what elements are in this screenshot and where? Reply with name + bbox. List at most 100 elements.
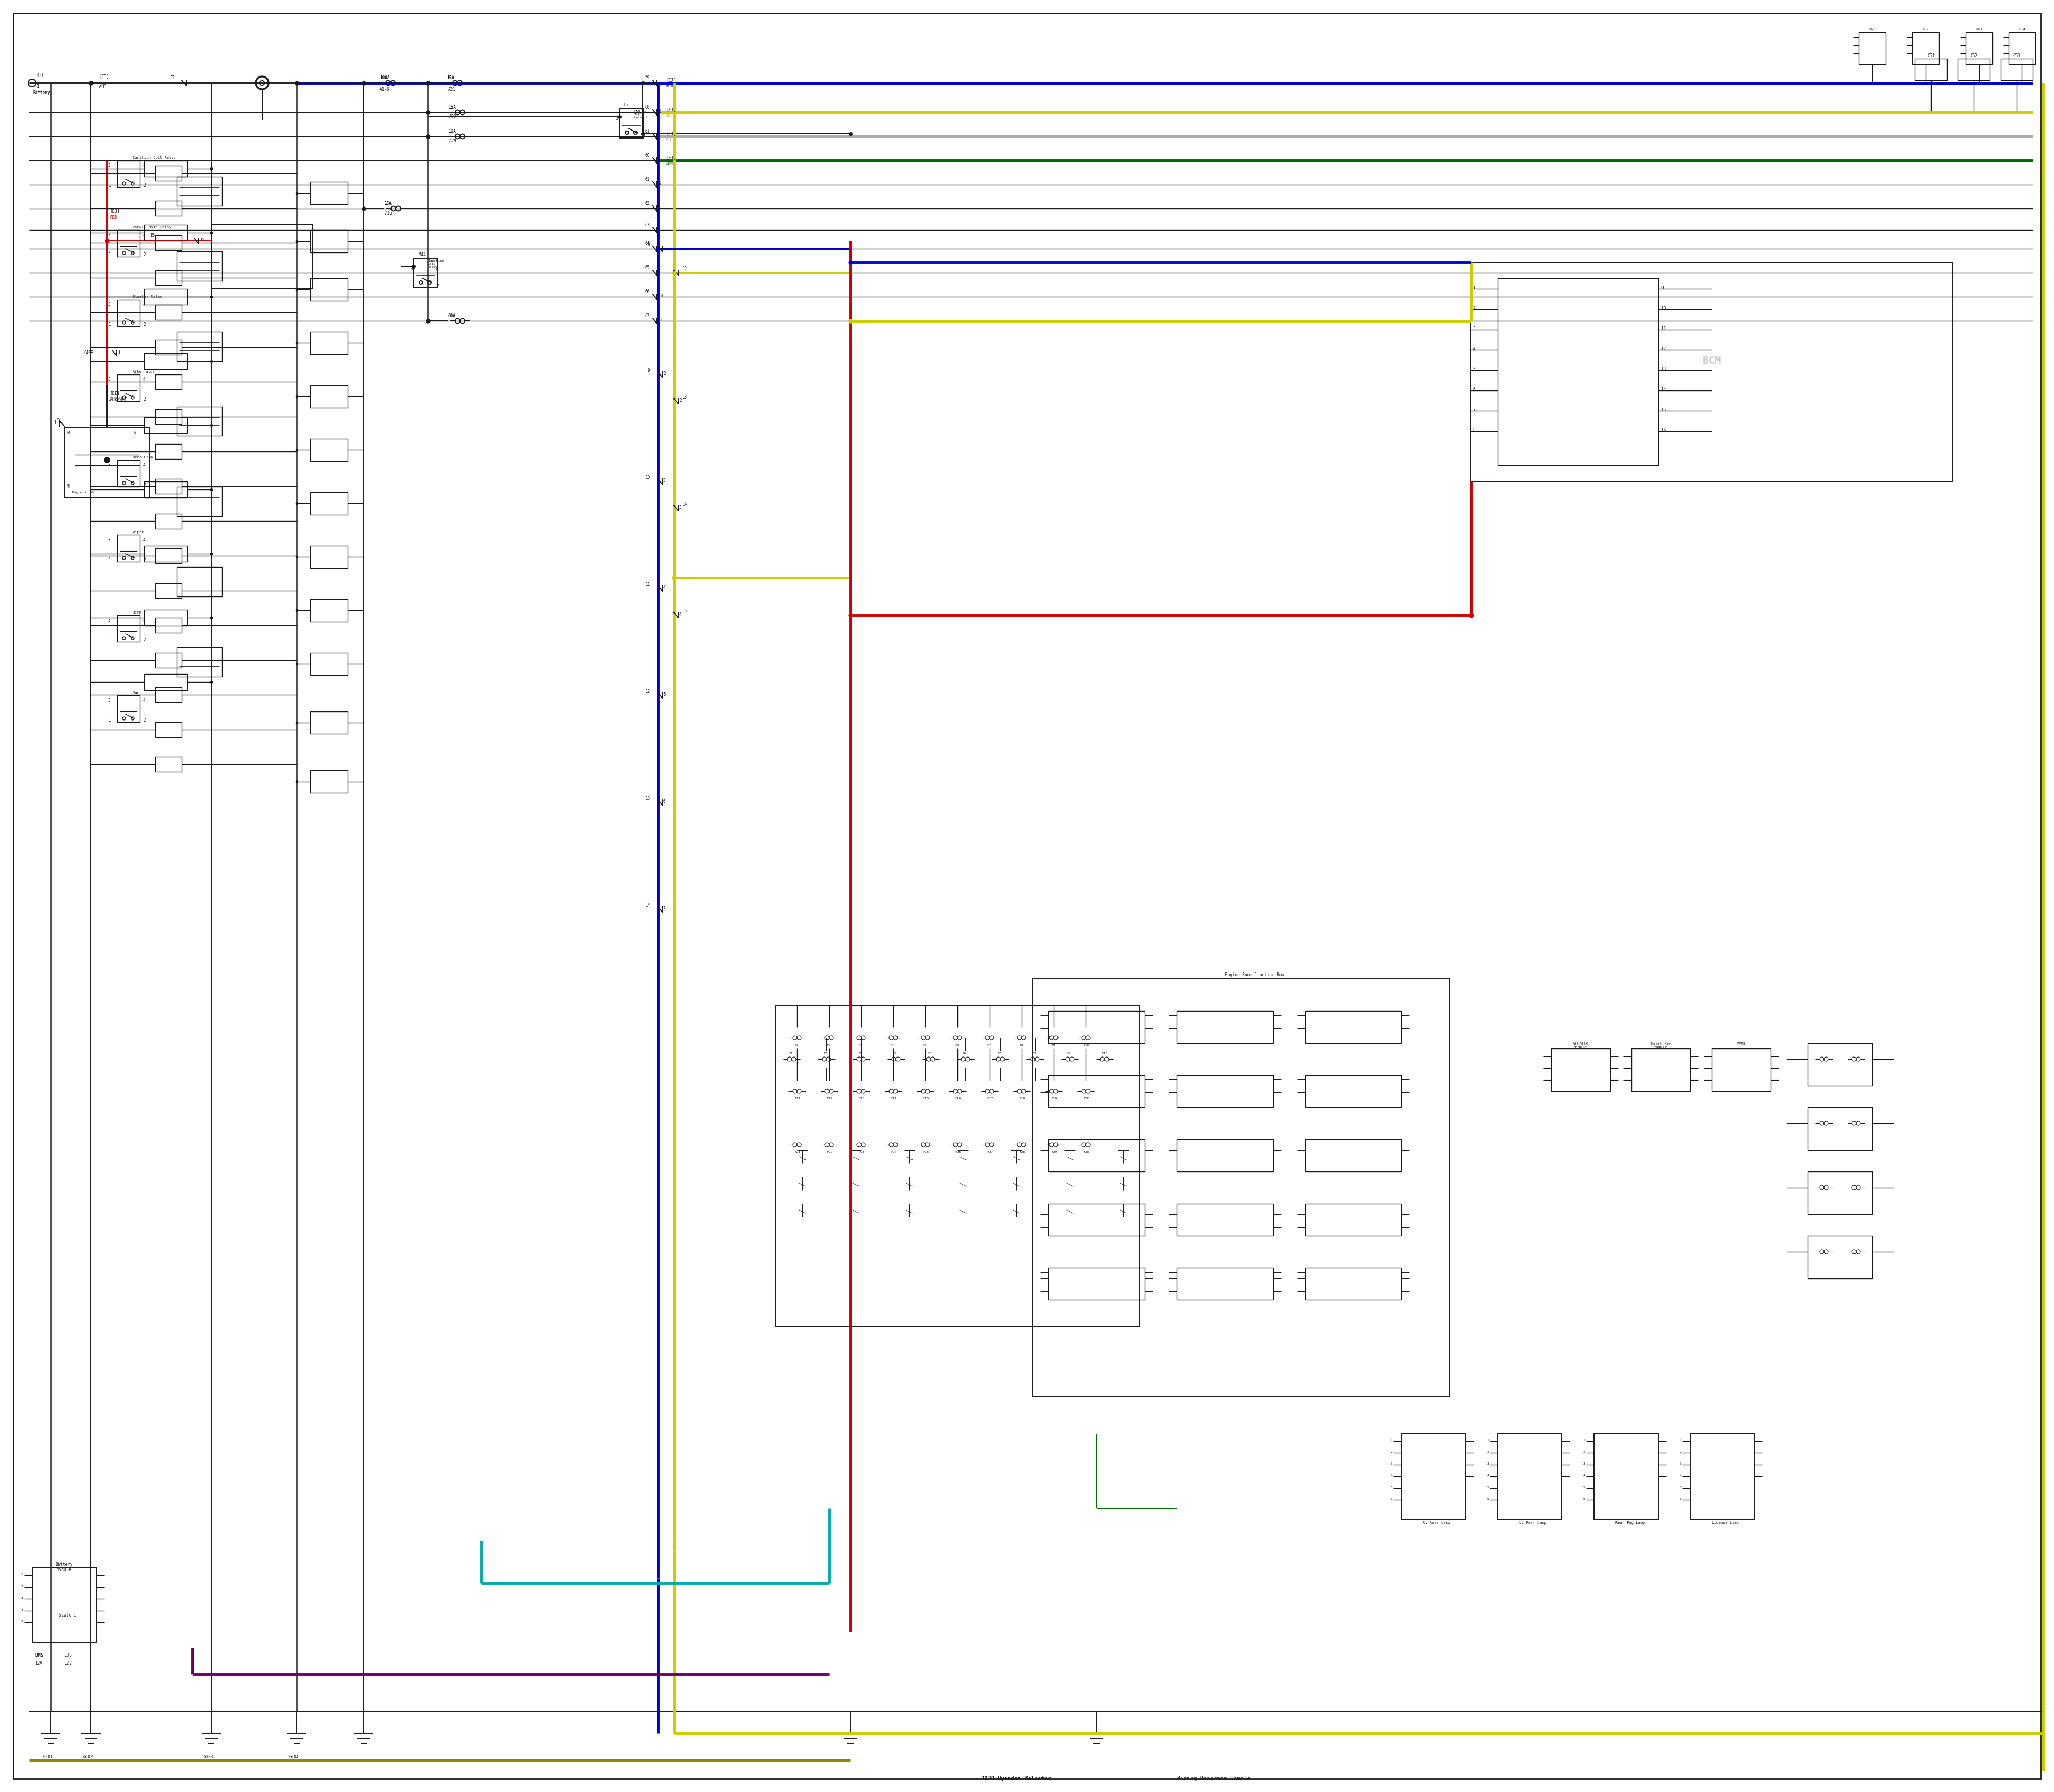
Text: M44: M44 — [419, 253, 427, 258]
Text: F27: F27 — [986, 1150, 992, 1154]
Text: 4: 4 — [1473, 346, 1475, 351]
Bar — [156, 444, 183, 459]
Bar — [177, 177, 222, 206]
Text: 4: 4 — [657, 158, 661, 161]
Text: 1: 1 — [187, 79, 189, 84]
Text: R. Rear Lamp: R. Rear Lamp — [1423, 1521, 1450, 1525]
Text: 13: 13 — [1662, 367, 1666, 371]
Text: F7: F7 — [996, 1052, 1000, 1055]
Text: 3: 3 — [109, 303, 111, 306]
Text: 15: 15 — [1662, 407, 1666, 412]
Text: 2: 2 — [144, 323, 146, 326]
Text: License Lamp: License Lamp — [1711, 1521, 1740, 1525]
Bar — [1048, 1140, 1144, 1172]
Text: WHT: WHT — [99, 84, 107, 90]
Text: G104: G104 — [290, 1754, 300, 1760]
Text: 13: 13 — [645, 796, 649, 801]
Bar — [310, 439, 347, 461]
Text: Wiring Diagrams Sample: Wiring Diagrams Sample — [1177, 1776, 1251, 1781]
Text: 9: 9 — [657, 269, 661, 274]
Bar — [156, 756, 183, 772]
Text: 7: 7 — [657, 228, 661, 231]
Text: 1: 1 — [657, 79, 661, 84]
Text: 14: 14 — [1662, 387, 1666, 392]
Text: C51: C51 — [1927, 54, 1935, 59]
Text: IG2: IG2 — [1923, 29, 1929, 30]
Bar — [177, 566, 222, 597]
Text: 1: 1 — [616, 134, 618, 138]
Text: 2: 2 — [144, 638, 146, 643]
Bar — [1912, 32, 1939, 65]
Bar — [177, 251, 222, 281]
Text: (+): (+) — [37, 73, 43, 77]
Text: 2: 2 — [144, 183, 146, 188]
Text: 12V: 12V — [35, 1661, 43, 1667]
Text: 62: 62 — [645, 201, 649, 206]
Bar — [156, 548, 183, 563]
Text: BLK/WHT: BLK/WHT — [109, 396, 127, 401]
Bar — [2009, 32, 2036, 65]
Text: 1: 1 — [109, 557, 111, 563]
Text: F10: F10 — [1101, 1052, 1107, 1055]
Text: G103: G103 — [203, 1754, 214, 1760]
Text: F1: F1 — [795, 1043, 799, 1047]
Text: 1: 1 — [53, 421, 55, 425]
Text: 3: 3 — [109, 233, 111, 238]
Bar — [1304, 1267, 1401, 1299]
Text: Alternator: Alternator — [134, 371, 156, 373]
Text: F9: F9 — [1052, 1043, 1056, 1047]
Bar — [310, 599, 347, 622]
Text: 15A: 15A — [384, 201, 392, 206]
Text: 4: 4 — [144, 233, 146, 238]
Bar — [117, 615, 140, 642]
Bar — [144, 674, 187, 690]
Text: F28: F28 — [1019, 1150, 1025, 1154]
Text: 4: 4 — [144, 303, 146, 306]
Text: 14: 14 — [645, 903, 649, 909]
Text: 4: 4 — [144, 538, 146, 543]
Text: 2: 2 — [144, 253, 146, 258]
Bar — [1551, 1048, 1610, 1091]
Text: Wiper: Wiper — [134, 530, 144, 534]
Text: F8: F8 — [1031, 1052, 1035, 1055]
Text: 3: 3 — [1473, 326, 1475, 332]
Text: 3: 3 — [109, 699, 111, 702]
Text: 11: 11 — [645, 582, 649, 586]
Text: 5: 5 — [657, 181, 661, 186]
Text: ABS/ESC
Module: ABS/ESC Module — [1573, 1041, 1588, 1048]
Text: TPMS: TPMS — [1736, 1041, 1746, 1045]
Bar — [117, 461, 140, 487]
Text: 60: 60 — [645, 152, 649, 158]
Bar — [1808, 1172, 1871, 1215]
Bar — [2001, 59, 2033, 81]
Bar — [1859, 32, 1886, 65]
Text: 3: 3 — [657, 133, 661, 138]
Text: 10A: 10A — [448, 129, 456, 134]
Text: 12: 12 — [1662, 346, 1666, 351]
Bar — [156, 514, 183, 529]
Text: Rear Fog Lamp: Rear Fog Lamp — [1614, 1521, 1645, 1525]
Text: 60A: 60A — [448, 314, 456, 319]
Text: 15: 15 — [150, 233, 154, 238]
Text: 15: 15 — [682, 609, 686, 613]
Text: 3: 3 — [109, 618, 111, 622]
Bar — [156, 235, 183, 251]
Text: IG4: IG4 — [2019, 29, 2025, 30]
Text: 4: 4 — [144, 163, 146, 168]
Text: IBS: IBS — [64, 1652, 72, 1658]
Text: F20: F20 — [1082, 1097, 1089, 1100]
Text: 4: 4 — [144, 462, 146, 468]
Text: G101: G101 — [43, 1754, 53, 1760]
Text: 1: 1 — [109, 638, 111, 643]
Text: 4: 4 — [616, 116, 618, 122]
Bar — [1471, 262, 1953, 482]
Bar — [310, 332, 347, 355]
Bar — [310, 545, 347, 568]
Bar — [117, 229, 140, 256]
Text: L5: L5 — [622, 102, 629, 108]
Bar — [1177, 1011, 1273, 1043]
Bar — [177, 647, 222, 677]
Bar — [156, 271, 183, 285]
Text: [EJ]: [EJ] — [109, 208, 119, 213]
Text: A1-6: A1-6 — [380, 88, 390, 91]
